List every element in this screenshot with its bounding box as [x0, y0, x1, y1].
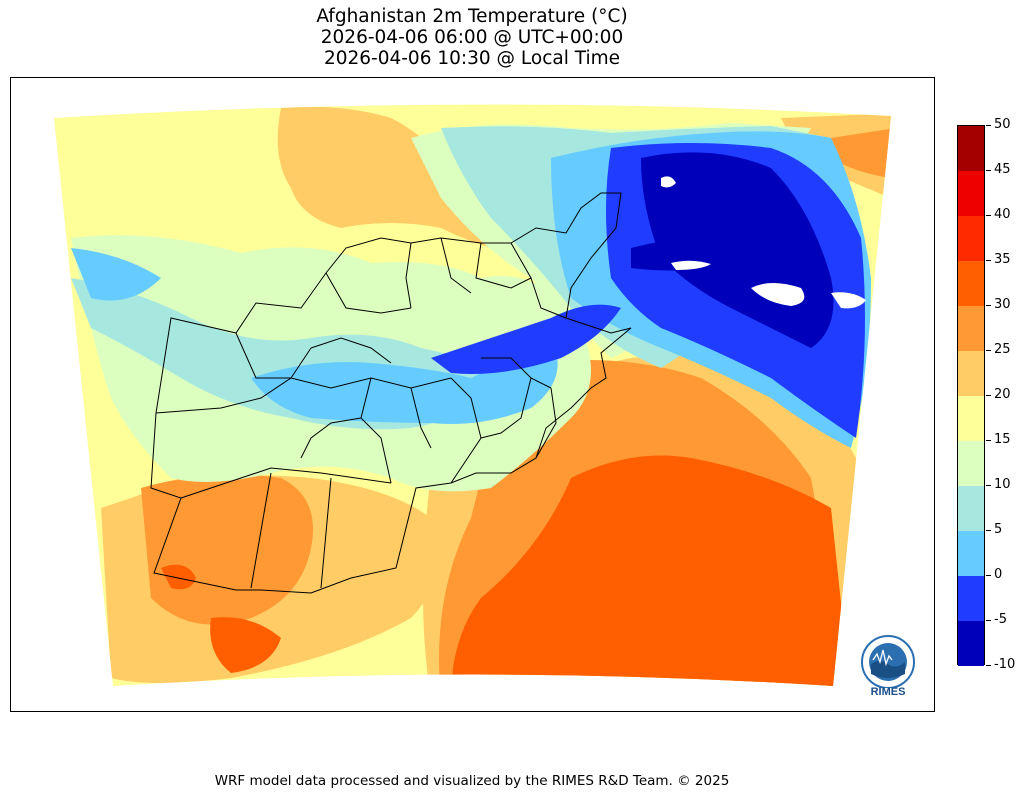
colorbar-tick [986, 395, 991, 396]
colorbar-tick-label: 10 [994, 477, 1011, 492]
colorbar-segment [958, 306, 984, 351]
colorbar-tick-label: 45 [994, 162, 1011, 177]
title-line-1: Afghanistan 2m Temperature (°C) [316, 6, 628, 27]
colorbar-tick-label: -5 [994, 612, 1007, 627]
colorbar-tick [986, 440, 991, 441]
colorbar-tick [986, 125, 991, 126]
title-line-3: 2026-04-06 10:30 @ Local Time [323, 48, 621, 69]
contour-minus10-minus5 [631, 234, 771, 271]
colorbar-segment [958, 486, 984, 531]
colorbar-tick-label: 0 [994, 567, 1003, 582]
colorbar-tick [986, 305, 991, 306]
colorbar-tick [986, 665, 991, 666]
map-panel[interactable] [10, 77, 935, 712]
contour-minus5-0 [431, 304, 621, 374]
title-line-2: 2026-04-06 06:00 @ UTC+00:00 [320, 27, 624, 48]
colorbar-tick-label: 50 [994, 117, 1011, 132]
contour-below-range [751, 283, 805, 306]
afghanistan-border [150, 192, 632, 594]
colorbar-tick-label: 20 [994, 387, 1011, 402]
colorbar-tick-label: 5 [994, 522, 1003, 537]
colorbar-tick [986, 575, 991, 576]
contour-0-5 [71, 248, 161, 301]
colorbar-tick-label: 40 [994, 207, 1011, 222]
province-boundaries [150, 192, 632, 594]
colorbar-segment [958, 396, 984, 441]
colorbar-segment [958, 576, 984, 621]
colorbar-tick-label: 25 [994, 342, 1011, 357]
contour-0-5 [251, 338, 558, 424]
contour-30-35 [451, 455, 851, 687]
temperature-contours [54, 104, 891, 687]
contour-25-30 [831, 128, 891, 178]
contour-below-range [831, 292, 866, 309]
contour-30-35 [161, 564, 196, 590]
colorbar-segment [958, 216, 984, 261]
rimes-logo: RIMES [855, 632, 921, 700]
contour-30-35 [210, 617, 281, 673]
colorbar-tick [986, 530, 991, 531]
footer-credit: WRF model data processed and visualized … [214, 773, 730, 789]
colorbar-tick-label: 30 [994, 297, 1011, 312]
colorbar [957, 125, 985, 666]
temperature-field-map [54, 104, 891, 687]
colorbar-segment [958, 351, 984, 396]
colorbar-tick [986, 620, 991, 621]
colorbar-tick-label: 35 [994, 252, 1011, 267]
colorbar-tick-label: -10 [994, 657, 1016, 672]
colorbar-segment [958, 531, 984, 576]
rimes-logo-emblem [861, 635, 915, 689]
colorbar-segment [958, 126, 984, 171]
contour-below-range [661, 176, 676, 188]
colorbar-tick [986, 215, 991, 216]
colorbar-segment [958, 621, 984, 666]
map-title: Afghanistan 2m Temperature (°C) 2026-04-… [0, 6, 944, 69]
colorbar-tick-label: 15 [994, 432, 1011, 447]
colorbar-segment [958, 171, 984, 216]
colorbar-segment [958, 261, 984, 306]
contour-below-range [671, 260, 711, 270]
rimes-logo-text: RIMES [870, 686, 906, 698]
colorbar-tick [986, 260, 991, 261]
colorbar-tick [986, 485, 991, 486]
colorbar-segment [958, 441, 984, 486]
colorbar-tick [986, 350, 991, 351]
colorbar-tick [986, 170, 991, 171]
